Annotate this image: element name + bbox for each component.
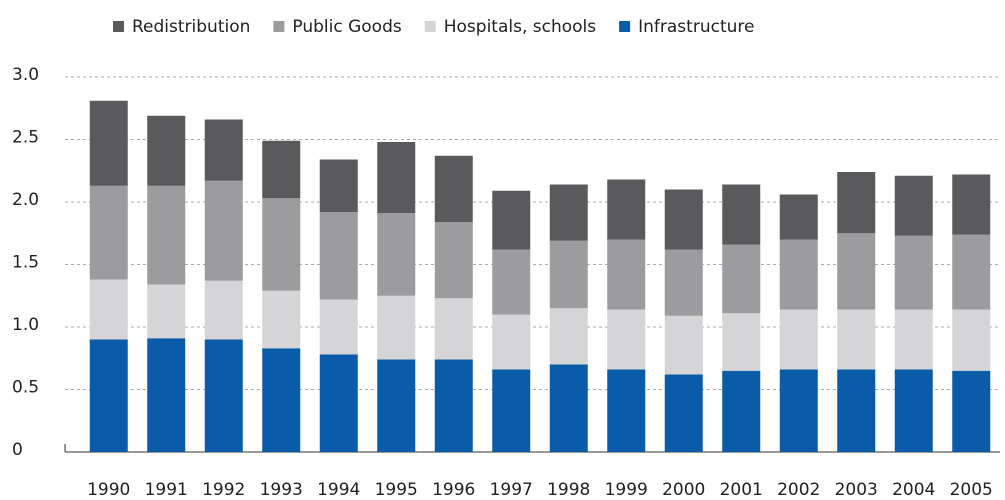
legend-label: Hospitals, schools [444,17,597,37]
y-tick-label: 2.5 [12,128,39,148]
bar-segment [549,184,588,241]
bar-segment [779,194,818,240]
x-tick-label: 2002 [777,480,820,500]
y-tick-label: 2.0 [12,190,39,210]
bar-segment [434,359,473,452]
bar-segment [664,189,703,250]
bar-segment [952,370,991,452]
bar-segment [147,338,186,452]
bar-segment [837,309,876,370]
bar-segment [204,119,243,181]
bar-segment [779,369,818,452]
legend-swatch [273,21,285,32]
bar-segment [319,299,358,355]
bar-segment [319,354,358,452]
bar-segment [779,309,818,370]
y-tick-label: 0.5 [12,378,39,398]
x-tick-label: 2005 [950,480,993,500]
legend-swatch [113,21,124,32]
x-tick-label: 2000 [662,480,705,500]
bar-segment [434,298,473,360]
bar-segment [607,369,646,452]
x-tick-label: 1998 [547,480,590,500]
bar-segment [837,172,876,234]
bar-segment [204,339,243,452]
bar-segment [377,359,416,452]
x-tick-label: 1994 [317,480,360,500]
bar-segment [262,348,301,452]
bar-segment [722,313,761,371]
bar-segment [549,364,588,452]
bar-segment [204,280,243,340]
legend-label: Redistribution [132,17,250,37]
bar-segment [377,142,416,214]
x-tick-label: 1992 [202,480,245,500]
bar-segment [89,279,128,340]
bar-segment [837,369,876,452]
y-tick-label: 3.0 [12,65,39,85]
bar-segment [492,190,531,250]
bar-segment [722,244,761,314]
bar-segment [89,100,128,186]
bar-segment [894,175,933,236]
bar-segment [147,185,186,285]
bar-segment [664,249,703,316]
bar-segment [952,174,991,235]
bar-segment [894,369,933,452]
bar-segment [894,235,933,310]
legend-swatch [424,21,436,32]
x-tick-label: 1999 [605,480,648,500]
bar-segment [607,309,646,370]
bar-segment [492,369,531,452]
bar-segment [607,179,646,240]
bar-segment [952,234,991,310]
x-tick-label: 1991 [145,480,188,500]
bar-segment [779,239,818,310]
bar-segment [262,290,301,349]
bar-segment [492,314,531,370]
bar-segment [89,339,128,452]
bar-segment [319,212,358,300]
bar-segment [262,198,301,291]
bar-segment [492,249,531,315]
bar-segment [319,159,358,212]
bar-segment [952,309,991,371]
bar-segment [147,284,186,339]
bar-segment [262,140,301,199]
bar-segment [377,213,416,296]
bar-segment [434,222,473,299]
bar-segment [837,233,876,310]
bar-segment [607,239,646,310]
bar-segment [664,374,703,452]
bar-segment [894,309,933,370]
x-tick-label: 2001 [720,480,763,500]
y-tick-label: 1.5 [12,253,39,273]
x-tick-label: 1993 [260,480,303,500]
y-tick-label: 1.0 [12,315,39,335]
legend-swatch [619,21,631,32]
bar-segment [204,180,243,281]
legend-label: Infrastructure [638,17,754,37]
bar-segment [549,308,588,365]
bar-segment [549,240,588,309]
bar-segment [434,155,473,222]
bar-segment [89,185,128,280]
bar-segment [664,315,703,375]
x-tick-label: 1996 [432,480,475,500]
x-tick-label: 1997 [490,480,533,500]
x-tick-label: 1995 [375,480,418,500]
bar-segment [722,370,761,452]
x-tick-label: 2004 [892,480,935,500]
bar-segment [377,295,416,360]
x-tick-label: 1990 [87,480,130,500]
bar-segment [147,115,186,186]
y-tick-label: 0 [12,440,23,460]
bar-segment [722,184,761,245]
x-tick-label: 2003 [835,480,878,500]
legend-label: Public Goods [292,17,401,37]
